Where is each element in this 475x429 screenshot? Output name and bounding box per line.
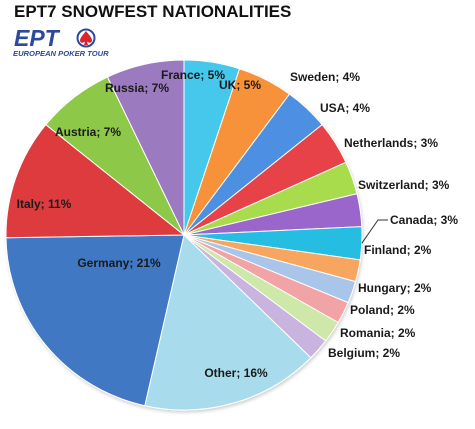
spade-icon — [76, 28, 96, 48]
label-belgium: Belgium; 2% — [328, 346, 400, 360]
leader-line-canada — [361, 219, 388, 244]
slice-russia — [106, 59, 185, 236]
logo-wordmark: EPT — [14, 26, 61, 51]
logo-tagline: EUROPEAN POKER TOUR — [13, 49, 109, 58]
label-other: Other; 16% — [204, 366, 268, 380]
label-switzerland: Switzerland; 3% — [358, 178, 450, 192]
slice-labels: France; 5%UK; 5% Sweden; 4% USA; 4% Netherl… — [17, 68, 459, 380]
pie-slices — [5, 59, 363, 411]
label-usa: USA; 4% — [320, 101, 370, 115]
label-sweden: Sweden; 4% — [290, 70, 360, 84]
slice-other — [144, 234, 312, 411]
label-germany: Germany; 21% — [77, 256, 161, 270]
label-netherlands: Netherlands; 3% — [344, 136, 438, 150]
label-russia: Russia; 7% — [105, 81, 169, 95]
label-finland: Finland; 2% — [364, 243, 432, 257]
ept-logo: EPT EUROPEAN POKER TOUR — [13, 26, 109, 58]
label-poland: Poland; 2% — [350, 303, 415, 317]
label-canada: Canada; 3% — [390, 213, 458, 227]
label-france: France; 5% — [161, 68, 225, 82]
label-italy: Italy; 11% — [17, 197, 72, 211]
label-austria: Austria; 7% — [55, 125, 121, 139]
slice-italy — [5, 123, 186, 239]
label-uk: UK; 5% — [219, 78, 261, 92]
label-romania: Romania; 2% — [340, 326, 416, 340]
leader-lines — [361, 219, 388, 244]
label-hungary: Hungary; 2% — [358, 281, 432, 295]
chart-title: EPT7 SNOWFEST NATIONALITIES — [14, 2, 292, 21]
slice-germany — [5, 234, 185, 407]
